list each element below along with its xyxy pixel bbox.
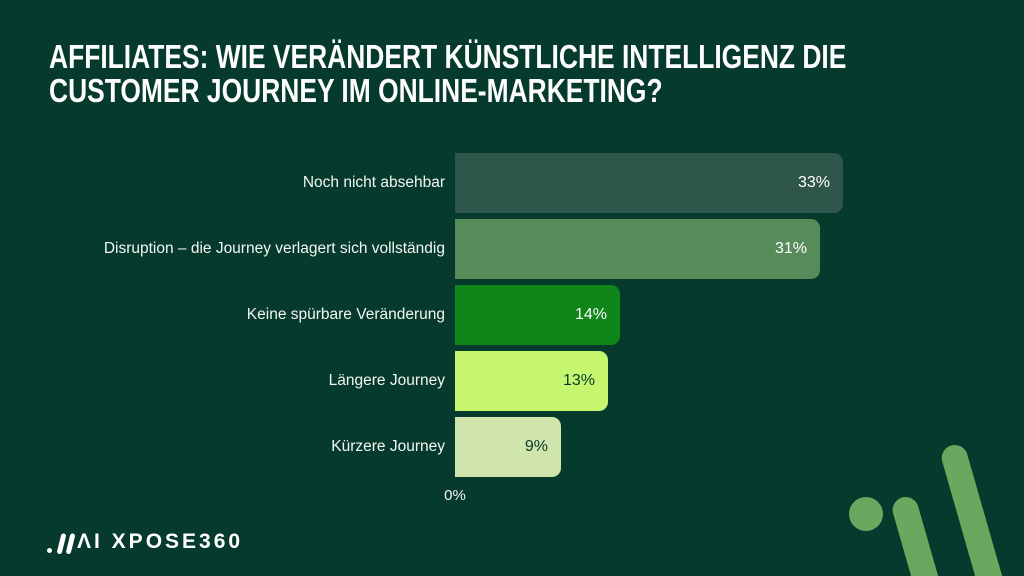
category-label: Kürzere Journey: [331, 438, 445, 455]
decoration-dot-icon: [849, 497, 883, 531]
value-label: 14%: [574, 306, 607, 323]
bar-chart: Noch nicht absehbar 33% Disruption – die J…: [49, 153, 975, 504]
value-label: 9%: [524, 438, 548, 455]
chart-row: Längere Journey 13%: [49, 351, 975, 411]
value-label: 31%: [774, 240, 807, 257]
category-label: Disruption – die Journey verlagert sich …: [103, 240, 445, 257]
category-label: Längere Journey: [328, 372, 445, 389]
chart-rows: Noch nicht absehbar 33% Disruption – die J…: [49, 153, 975, 477]
logo-text: ΛI XPOSE360: [77, 530, 244, 553]
chart-row: Kürzere Journey 9%: [49, 417, 975, 477]
xpose360-logo: ΛI XPOSE360: [47, 530, 244, 555]
decoration-slash-icon: [938, 441, 1014, 576]
decoration-slash-icon: [889, 493, 951, 576]
category-label: Noch nicht absehbar: [302, 174, 445, 191]
title-line-2: CUSTOMER JOURNEY IM ONLINE-MARKETING?: [49, 72, 663, 109]
bar: 31%: [455, 219, 820, 279]
title-line-1: AFFILIATES: WIE VERÄNDERT KÜNSTLICHE INT…: [49, 38, 847, 75]
chart-row: Keine spürbare Veränderung 14%: [49, 285, 975, 345]
bar: 13%: [455, 351, 608, 411]
chart-row: Noch nicht absehbar 33%: [49, 153, 975, 213]
chart-row: Disruption – die Journey verlagert sich …: [49, 219, 975, 279]
page-title: AFFILIATES: WIE VERÄNDERT KÜNSTLICHE INT…: [49, 40, 1024, 108]
x-axis-zero-tick: 0%: [444, 487, 466, 504]
value-label: 33%: [797, 174, 830, 191]
logo-dot-icon: [47, 548, 52, 553]
value-label: 13%: [562, 372, 595, 389]
logo-slash-icon: [65, 532, 76, 555]
category-label: Keine spürbare Veränderung: [246, 306, 445, 323]
bar: 14%: [455, 285, 620, 345]
bar: 9%: [455, 417, 561, 477]
bar: 33%: [455, 153, 843, 213]
